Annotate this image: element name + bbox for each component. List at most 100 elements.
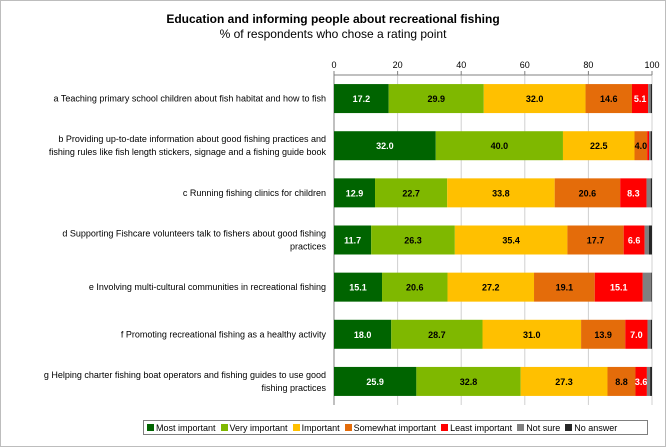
bar-segment	[647, 131, 650, 161]
data-label: 7.0	[630, 330, 643, 340]
bar-segment	[334, 178, 376, 208]
legend-swatch	[565, 424, 573, 431]
bar-segment	[447, 178, 555, 208]
data-label: 29.9	[427, 94, 445, 104]
bar-segment	[635, 366, 647, 396]
legend-label: Not sure	[526, 422, 561, 433]
category-label: d Supporting Fishcare volunteers talk to…	[62, 229, 326, 239]
bar-segment	[649, 131, 651, 161]
bar-segment	[650, 178, 652, 208]
data-label: 20.6	[406, 283, 424, 293]
x-tick-label: 20	[393, 60, 403, 70]
data-label: 12.9	[346, 188, 364, 198]
legend-label: Important	[301, 422, 340, 433]
bar-segment	[651, 272, 652, 302]
data-label: 22.5	[590, 141, 608, 151]
bar-segment	[435, 131, 563, 161]
x-tick-label: 40	[456, 60, 466, 70]
bar-segment	[631, 84, 649, 114]
bar-segment	[375, 178, 448, 208]
legend-item: No answer	[565, 423, 617, 433]
bar-segment	[650, 366, 652, 396]
bar-segment	[625, 319, 648, 349]
bar-segment	[483, 84, 586, 114]
bar-segment	[562, 131, 635, 161]
data-label: 35.4	[502, 236, 520, 246]
data-label: 28.7	[428, 330, 446, 340]
data-label: 27.2	[482, 283, 500, 293]
bar-segment	[447, 272, 535, 302]
bar-segment	[647, 319, 651, 349]
category-label: c Running fishing clinics for children	[183, 188, 326, 198]
bar-segment	[534, 272, 595, 302]
data-label: 17.7	[587, 236, 605, 246]
bar-segment	[454, 225, 568, 255]
data-label: 20.6	[579, 188, 597, 198]
legend-label: Very important	[229, 422, 288, 433]
legend-item: Not sure	[517, 423, 560, 433]
data-label: 31.0	[523, 330, 541, 340]
bar-segment	[620, 178, 647, 208]
legend-swatch	[441, 424, 449, 431]
bar-segment	[648, 84, 651, 114]
bar-segment	[650, 319, 652, 349]
data-label: 32.0	[526, 94, 544, 104]
bar-segment	[650, 131, 652, 161]
data-label: 8.3	[627, 188, 640, 198]
legend-label: Least important	[450, 422, 513, 433]
bar-segment	[482, 319, 582, 349]
data-label: 6.6	[628, 236, 641, 246]
bar-segment	[416, 366, 521, 396]
legend-label: Somewhat important	[353, 422, 437, 433]
data-label: 32.8	[460, 377, 478, 387]
legend-item: Most important	[147, 423, 216, 433]
category-label: a Teaching primary school children about…	[54, 94, 327, 104]
bar-segment	[646, 366, 651, 396]
legend-label: Most important	[156, 422, 216, 433]
chart-title: Education and informing people about rec…	[166, 12, 500, 26]
bar-segment	[334, 272, 383, 302]
bar-segment	[634, 131, 648, 161]
chart-legend: Most important Very important Important Som…	[143, 420, 648, 435]
category-label: e Involving multi-cultural communities i…	[89, 282, 326, 292]
category-label: f Promoting recreational fishing as a he…	[121, 329, 327, 339]
data-label: 13.9	[594, 330, 612, 340]
bar-segment	[334, 225, 372, 255]
legend-item: Very important	[220, 422, 288, 433]
x-tick-label: 80	[583, 60, 593, 70]
data-label: 32.0	[376, 141, 394, 151]
legend-swatch	[220, 424, 228, 431]
data-label: 33.8	[492, 188, 510, 198]
legend-swatch	[344, 424, 352, 431]
data-label: 19.1	[556, 283, 574, 293]
data-label: 5.1	[634, 94, 647, 104]
legend-item: Important	[292, 422, 340, 433]
data-label: 15.1	[610, 283, 628, 293]
data-label: 14.6	[600, 94, 618, 104]
legend-swatch	[292, 424, 300, 431]
data-label: 27.3	[555, 377, 573, 387]
category-label: g Helping charter fishing boat operators…	[44, 370, 326, 380]
bar-segment	[371, 225, 455, 255]
bar-segment	[334, 319, 392, 349]
legend-label: No answer	[574, 422, 618, 433]
data-label: 22.7	[402, 188, 420, 198]
legend-item: Least important	[441, 423, 512, 433]
category-label: fishing rules like fish length stickers,…	[49, 147, 327, 157]
legend-swatch	[517, 424, 525, 431]
bar-segment	[585, 84, 632, 114]
bar-segment	[382, 272, 448, 302]
data-label: 3.6	[635, 377, 648, 387]
data-label: 40.0	[491, 141, 509, 151]
chart-subtitle: % of respondents who chose a rating poin…	[219, 27, 447, 41]
data-label: 17.2	[353, 94, 371, 104]
data-label: 25.9	[366, 377, 384, 387]
bar-segment	[644, 225, 649, 255]
bar-segment	[607, 366, 636, 396]
legend-item: Somewhat important	[344, 422, 437, 433]
x-tick-label: 60	[520, 60, 530, 70]
data-label: 11.7	[344, 236, 361, 246]
bar-segment	[334, 366, 417, 396]
bar-segment	[594, 272, 643, 302]
